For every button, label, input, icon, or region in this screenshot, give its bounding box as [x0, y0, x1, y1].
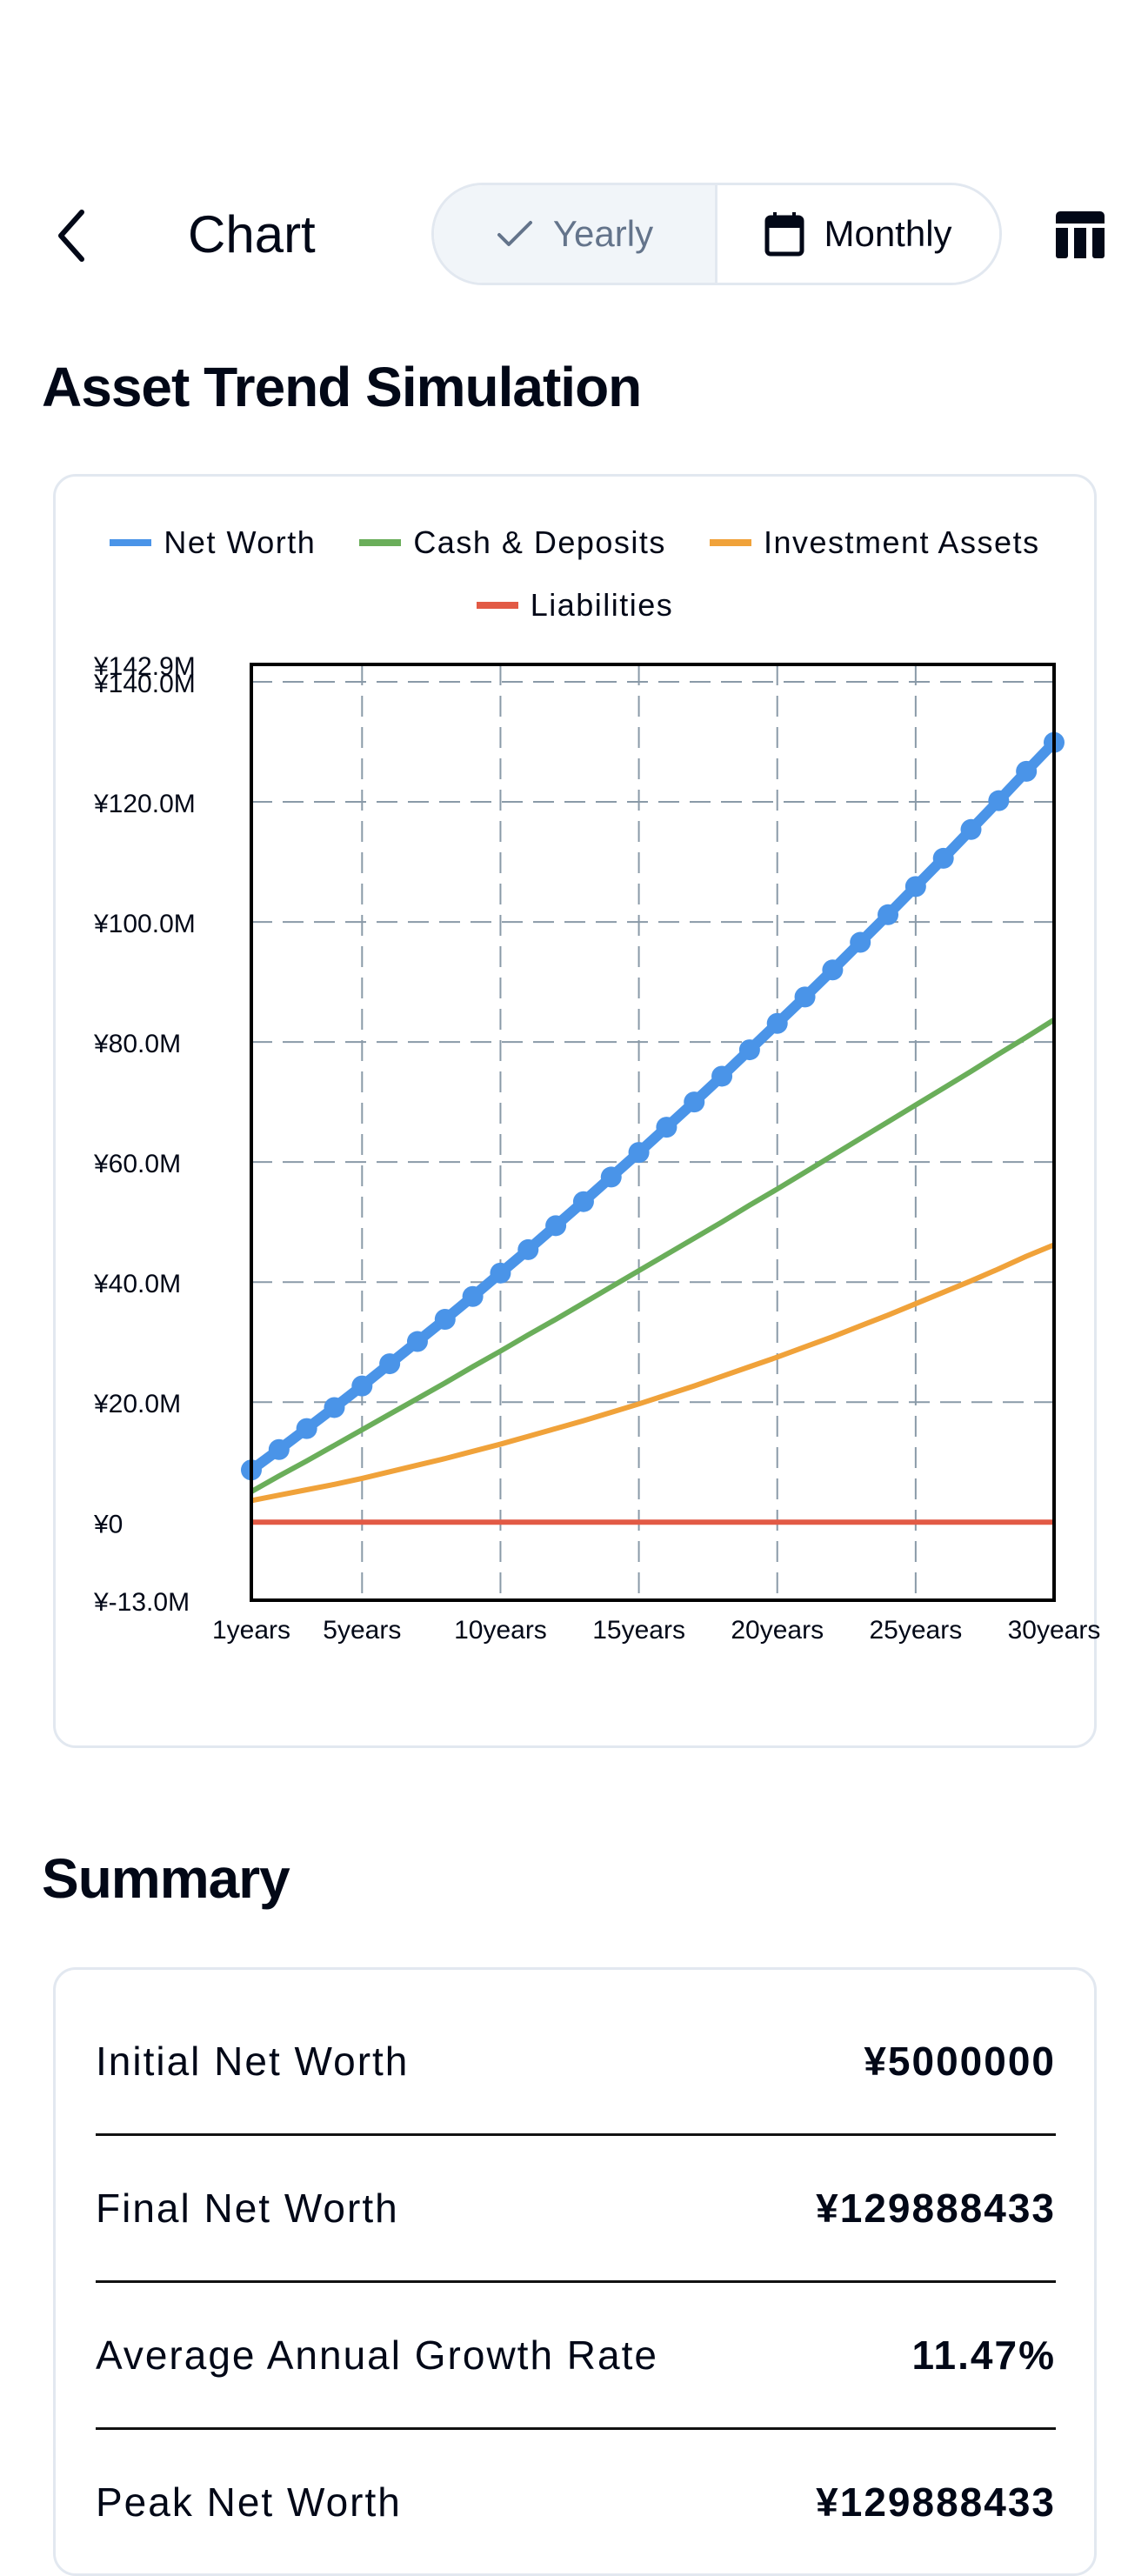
x-tick-label: 15years	[592, 1616, 685, 1645]
summary-row-average-growth-rate: Average Annual Growth Rate 11.47%	[96, 2281, 1056, 2428]
chart-section-title: Asset Trend Simulation	[42, 356, 642, 418]
summary-value: ¥129888433	[816, 2185, 1056, 2231]
data-point-marker	[711, 1065, 733, 1087]
y-tick-label: ¥40.0M	[93, 1270, 181, 1298]
data-point-marker	[684, 1091, 705, 1113]
summary-row-final-net-worth: Final Net Worth ¥129888433	[96, 2134, 1056, 2281]
legend-label: Investment Assets	[763, 524, 1040, 560]
period-toggle: Yearly Monthly	[431, 183, 1002, 285]
y-tick-label: ¥80.0M	[93, 1030, 181, 1058]
summary-row-initial-net-worth: Initial Net Worth ¥5000000	[96, 1987, 1056, 2134]
summary-divider	[96, 2280, 1056, 2283]
data-point-marker	[904, 876, 926, 898]
data-point-marker	[517, 1238, 539, 1260]
y-tick-label: ¥60.0M	[93, 1150, 181, 1178]
y-tick-label: ¥142.9M	[93, 652, 196, 681]
table-view-button[interactable]	[1054, 209, 1106, 261]
chevron-left-icon	[58, 210, 84, 262]
data-point-marker	[324, 1397, 345, 1418]
data-point-marker	[656, 1117, 677, 1138]
summary-value: 11.47%	[911, 2332, 1056, 2378]
summary-label: Peak Net Worth	[96, 2479, 402, 2525]
legend-swatch-icon	[359, 539, 402, 546]
y-tick-label: ¥100.0M	[93, 910, 196, 938]
data-point-marker	[351, 1375, 373, 1397]
page-title: Chart	[188, 205, 316, 264]
top-bar: Chart Yearly Monthly	[0, 174, 1148, 296]
data-point-marker	[822, 959, 844, 981]
back-button[interactable]	[50, 205, 94, 266]
x-tick-label: 20years	[731, 1616, 824, 1645]
summary-row-peak-net-worth: Peak Net Worth ¥129888433	[96, 2428, 1056, 2575]
legend-swatch-icon	[709, 539, 751, 546]
legend-row: Liabilities	[56, 574, 1094, 637]
series-line-cash-deposits	[250, 1018, 1056, 1494]
x-tick-label: 30years	[1008, 1616, 1101, 1645]
data-point-marker	[850, 931, 871, 953]
summary-label: Average Annual Growth Rate	[96, 2332, 658, 2378]
data-point-marker	[545, 1215, 567, 1237]
y-tick-label: ¥140.0M	[93, 670, 196, 698]
legend-label: Cash & Deposits	[413, 524, 666, 560]
y-tick-label: ¥-13.0M	[93, 1588, 190, 1617]
data-point-marker	[988, 790, 1010, 811]
chart-legend: Net Worth Cash & Deposits Investment Asset…	[56, 511, 1094, 637]
yearly-toggle-button[interactable]: Yearly	[434, 185, 718, 283]
data-point-marker	[794, 986, 816, 1008]
line-chart: ¥142.9M¥140.0M ¥120.0M ¥100.0M ¥80.0M ¥60.0M…	[93, 652, 1101, 1645]
data-point-marker	[738, 1039, 760, 1061]
y-tick-label: ¥0	[93, 1510, 123, 1538]
data-point-marker	[572, 1191, 594, 1212]
summary-value: ¥5000000	[864, 2038, 1056, 2084]
data-point-marker	[296, 1418, 317, 1439]
series-line-net-worth	[248, 738, 1058, 1475]
legend-row: Net Worth Cash & Deposits Investment Asset…	[56, 511, 1094, 574]
data-point-marker	[434, 1308, 456, 1330]
data-point-marker	[766, 1012, 788, 1034]
summary-card: Initial Net Worth ¥5000000 Final Net Wor…	[53, 1967, 1097, 2576]
data-point-marker	[490, 1262, 511, 1284]
data-point-marker	[932, 847, 954, 869]
legend-swatch-icon	[476, 602, 518, 609]
y-tick-label: ¥20.0M	[93, 1390, 181, 1418]
summary-label: Initial Net Worth	[96, 2038, 410, 2084]
data-point-marker	[379, 1353, 401, 1375]
legend-item[interactable]: Liabilities	[476, 587, 674, 624]
summary-divider	[96, 2133, 1056, 2136]
data-point-marker	[1016, 760, 1038, 782]
x-tick-label: 25years	[869, 1616, 962, 1645]
data-point-marker	[268, 1438, 290, 1460]
y-tick-label: ¥120.0M	[93, 790, 196, 818]
x-tick-label: 5years	[323, 1616, 401, 1645]
data-point-marker	[406, 1331, 428, 1352]
x-tick-label: 1years	[212, 1616, 290, 1645]
table-icon	[1056, 211, 1105, 258]
monthly-toggle-button[interactable]: Monthly	[718, 185, 999, 283]
plot-area-border	[250, 663, 1056, 1602]
legend-swatch-icon	[110, 539, 152, 546]
legend-item[interactable]: Cash & Deposits	[359, 524, 666, 561]
series-line-investment-assets	[250, 1242, 1056, 1504]
summary-divider	[96, 2427, 1056, 2430]
data-point-marker	[878, 904, 899, 925]
check-icon	[497, 221, 532, 246]
data-point-marker	[960, 818, 982, 840]
x-tick-label: 10years	[454, 1616, 547, 1645]
legend-label: Net Worth	[164, 524, 317, 560]
data-point-marker	[600, 1166, 622, 1188]
summary-label: Final Net Worth	[96, 2185, 399, 2231]
chart-card: Net Worth Cash & Deposits Investment Asset…	[53, 474, 1097, 1748]
data-point-marker	[628, 1142, 650, 1164]
legend-label: Liabilities	[530, 587, 674, 623]
legend-item[interactable]: Net Worth	[110, 524, 316, 561]
yearly-label: Yearly	[552, 213, 654, 254]
summary-value: ¥129888433	[816, 2479, 1056, 2525]
calendar-icon	[764, 212, 804, 257]
data-point-marker	[462, 1285, 484, 1307]
summary-section-title: Summary	[42, 1847, 290, 1910]
legend-item[interactable]: Investment Assets	[709, 524, 1040, 561]
monthly-label: Monthly	[824, 213, 952, 254]
